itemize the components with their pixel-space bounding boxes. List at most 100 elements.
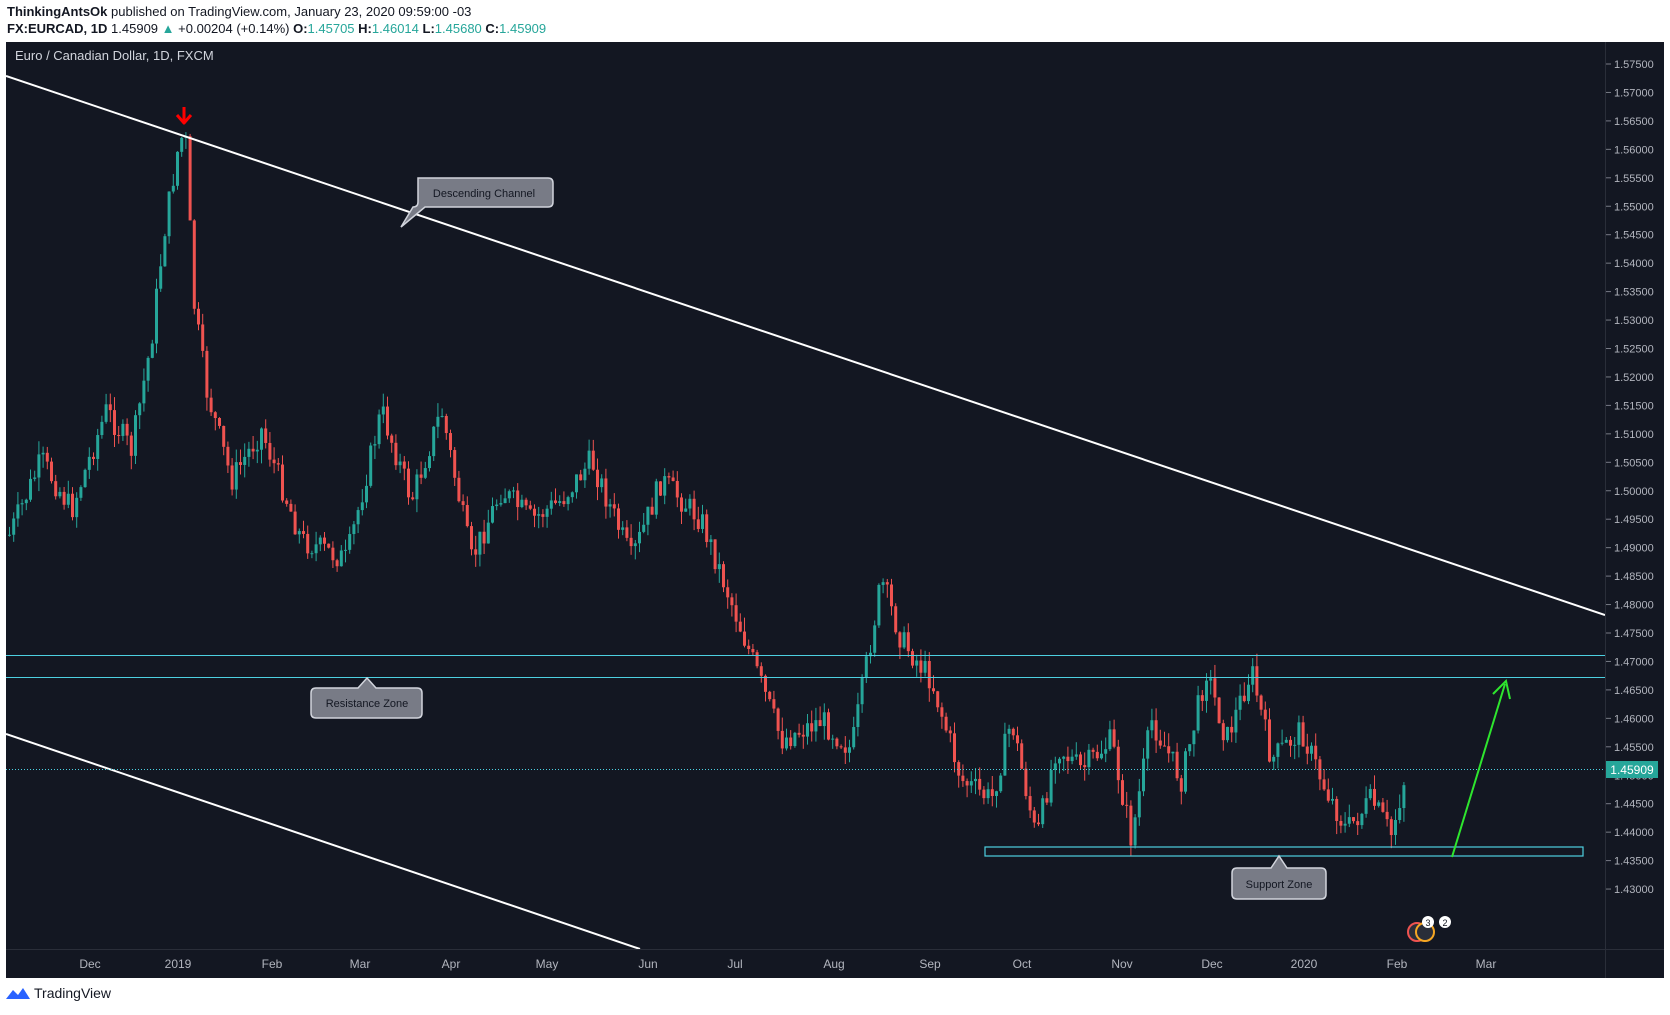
candle-body: [1280, 742, 1284, 744]
candle-body: [978, 778, 982, 790]
candle-body: [587, 450, 591, 469]
resistance-zone-callout[interactable]: Resistance Zone: [310, 676, 423, 719]
support-zone-box[interactable]: [984, 846, 1584, 857]
candle-body: [1389, 819, 1393, 836]
candle-body: [1087, 749, 1091, 768]
candle-body: [1116, 746, 1120, 781]
candle-body: [440, 415, 444, 417]
candle-body: [692, 498, 696, 520]
candle-body: [1305, 746, 1309, 754]
time-label: Jun: [638, 957, 657, 971]
price-label: 1.50000: [1614, 486, 1654, 498]
target-up-arrow-icon: [1451, 679, 1511, 858]
close-value: 1.45909: [499, 21, 547, 36]
candle-body: [709, 539, 713, 543]
plot-area[interactable]: [6, 42, 1605, 949]
candle-body: [1322, 779, 1326, 790]
channel-upper-line[interactable]: [6, 75, 1605, 616]
candle-body: [281, 464, 284, 501]
time-axis[interactable]: [6, 950, 1605, 978]
candle-body: [743, 631, 746, 646]
support-zone-callout[interactable]: Support Zone: [1231, 854, 1327, 900]
price-label: 1.51000: [1614, 429, 1654, 441]
price-label: 1.57000: [1614, 87, 1654, 99]
candle-body: [1368, 788, 1372, 799]
candle-body: [129, 435, 133, 456]
candle-body: [1314, 745, 1318, 760]
candle-body: [675, 481, 679, 498]
candle-body: [965, 781, 969, 786]
candle-body: [520, 499, 524, 508]
candle-body: [902, 632, 906, 648]
candle-body: [12, 518, 16, 535]
candle-body: [104, 404, 108, 422]
candle-body: [1171, 751, 1175, 754]
candle-body: [566, 497, 570, 505]
descending-channel-callout[interactable]: Descending Channel: [400, 177, 554, 228]
candle-body: [864, 656, 868, 678]
event-badges[interactable]: 3 2: [1407, 916, 1451, 942]
candle-body: [961, 775, 965, 782]
candle-body: [134, 415, 137, 456]
candle-body: [1326, 789, 1330, 801]
candle-body: [297, 531, 301, 535]
candle-body: [192, 220, 196, 309]
candle-body: [142, 380, 146, 404]
price-label: 1.43000: [1614, 884, 1654, 896]
tradingview-brand[interactable]: TradingView: [6, 985, 111, 1001]
candle-body: [1259, 695, 1263, 710]
candle-body: [839, 746, 843, 748]
candle-body: [1079, 754, 1082, 766]
candle-body: [524, 499, 528, 506]
open-value: 1.45705: [307, 21, 355, 36]
time-axis-labels: Dec 2019 Feb Mar Apr May Jun Jul Aug Sep Oct Nov Dec…: [79, 957, 1496, 971]
price-chart[interactable]: Descending Channel Resistance Zone Suppo…: [0, 40, 1670, 980]
candle-body: [415, 474, 419, 500]
candle-body: [684, 508, 688, 512]
candle-body: [1381, 802, 1385, 812]
candle-body: [289, 503, 293, 512]
candle-body: [1352, 817, 1355, 822]
candle-body: [1289, 739, 1292, 746]
price-label: 1.48000: [1614, 600, 1654, 612]
time-label: Mar: [350, 957, 371, 971]
candle-body: [146, 357, 150, 381]
candle-body: [327, 543, 331, 548]
candle-body: [755, 652, 759, 667]
candle-body: [16, 504, 20, 519]
current-price-value: 1.45909: [1610, 763, 1654, 777]
candle-body: [1221, 723, 1225, 741]
candle-body: [554, 500, 557, 503]
candles-layer: [8, 132, 1406, 857]
candle-body: [1024, 768, 1028, 797]
candle-body: [570, 492, 574, 498]
candle-body: [612, 504, 616, 509]
candle-body: [50, 461, 53, 482]
candle-body: [852, 727, 856, 748]
symbol-label: FX:EURCAD, 1D: [7, 21, 108, 36]
candle-body: [1242, 695, 1246, 702]
candle-body: [150, 343, 154, 358]
candle-body: [201, 324, 205, 351]
candle-body: [533, 508, 536, 516]
candle-body: [428, 456, 431, 469]
candle-body: [155, 288, 158, 344]
candle-body: [877, 584, 881, 626]
author-name[interactable]: ThinkingAntsOk: [7, 4, 108, 19]
candle-body: [444, 415, 448, 434]
candle-body: [1146, 730, 1150, 759]
candle-body: [423, 468, 427, 478]
candle-body: [419, 474, 423, 478]
candle-body: [1276, 743, 1280, 757]
price-label: 1.47500: [1614, 628, 1654, 640]
time-label: 2019: [165, 957, 192, 971]
price-axis[interactable]: [1606, 42, 1664, 949]
candle-body: [222, 425, 226, 447]
candle-body: [1020, 743, 1024, 769]
candle-body: [1070, 756, 1074, 762]
candle-body: [659, 481, 662, 496]
price-label: 1.49500: [1614, 514, 1654, 526]
candle-body: [1016, 735, 1019, 744]
candle-body: [377, 414, 381, 445]
price-label: 1.56500: [1614, 116, 1654, 128]
